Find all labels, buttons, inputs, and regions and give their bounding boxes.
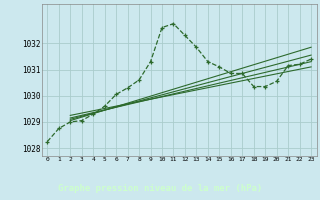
Text: Graphe pression niveau de la mer (hPa): Graphe pression niveau de la mer (hPa)	[58, 184, 262, 193]
